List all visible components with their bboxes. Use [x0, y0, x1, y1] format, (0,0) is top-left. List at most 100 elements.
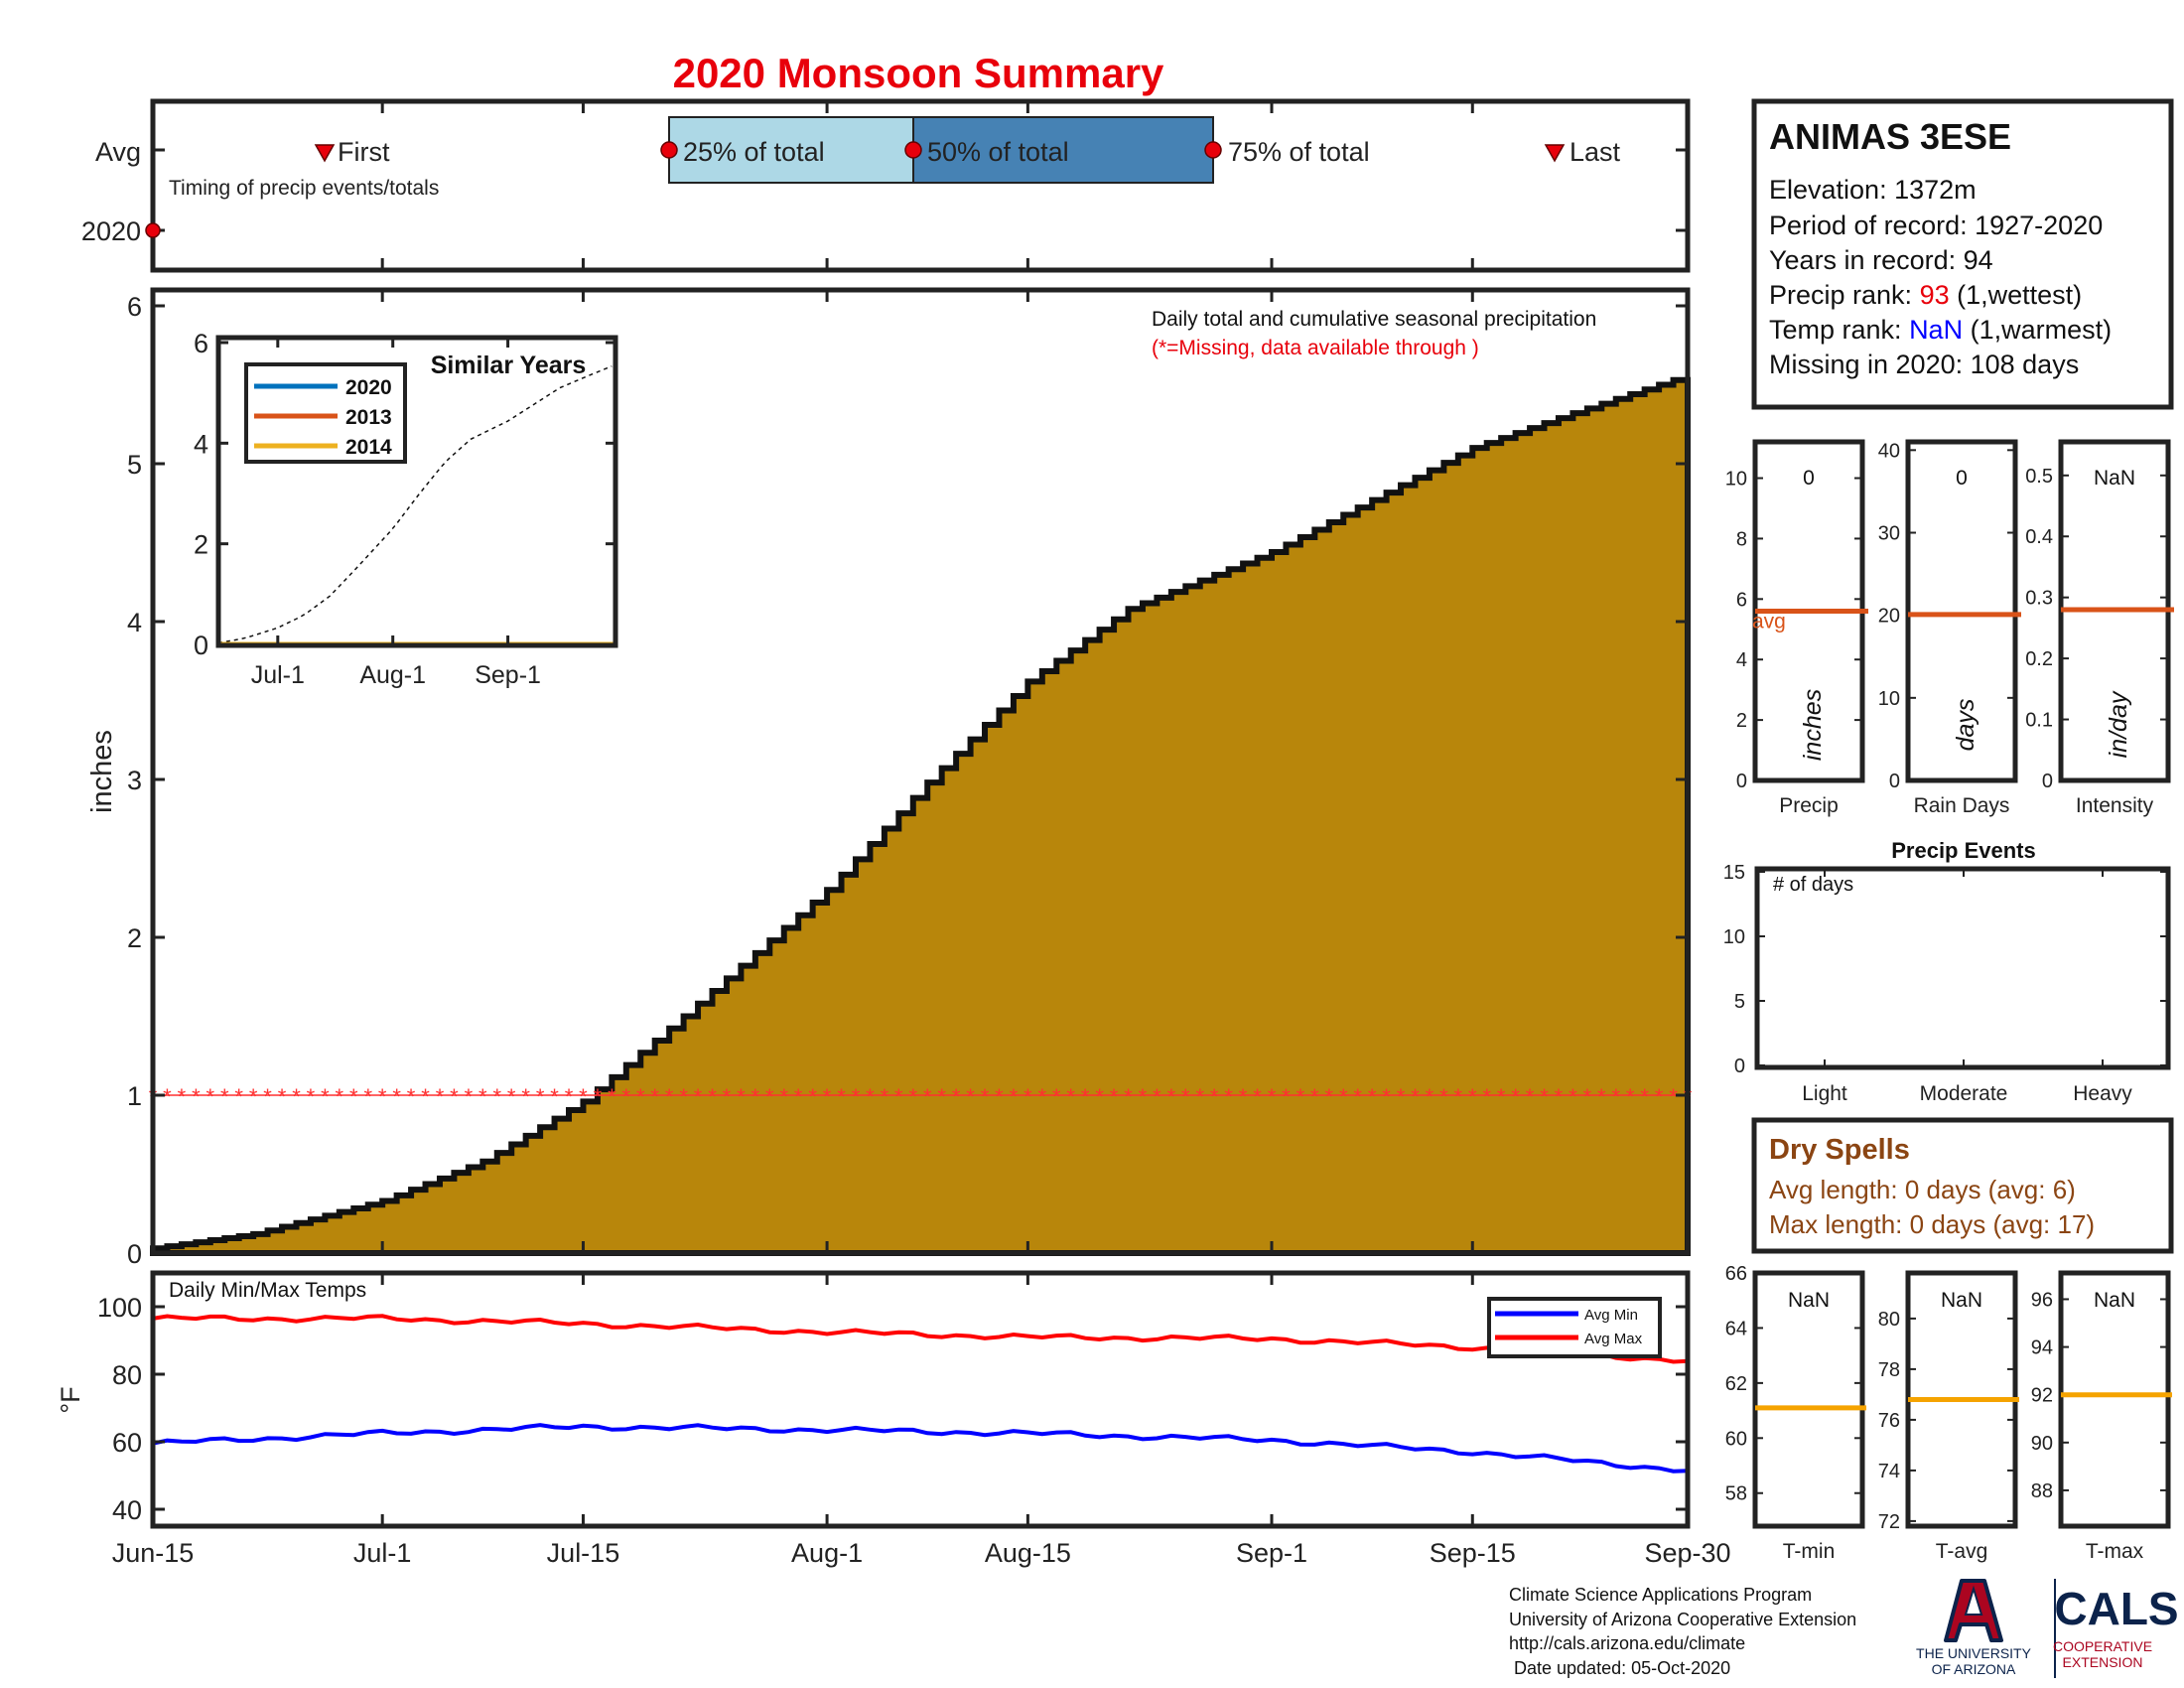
inset-legend-label: 2014 [345, 436, 392, 459]
missing-marker: * [1511, 1084, 1520, 1109]
figure-title: 2020 Monsoon Summary [673, 50, 1164, 96]
precip-events-panel: Precip Events # of days 0 5 10 15 Light Moder… [1723, 838, 2171, 1105]
missing-marker: * [1497, 1084, 1506, 1109]
footer-line3: http://cals.arizona.edu/climate [1509, 1633, 1745, 1653]
missing-marker: * [1195, 1084, 1204, 1109]
summary-ytick-label: 10 [1878, 688, 1900, 710]
missing-marker: * [1597, 1084, 1606, 1109]
dry-spells-box: Dry Spells Avg length: 0 days (avg: 6) M… [1751, 1117, 2174, 1254]
date-tick-label: Sep-30 [1644, 1538, 1730, 1568]
missing-marker: * [1368, 1084, 1377, 1109]
missing-marker: * [1066, 1084, 1075, 1109]
main-ytick-label: 3 [127, 766, 142, 795]
station-years: Years in record: 94 [1769, 245, 1993, 275]
main-y-axis: 0 1 2 3 4 5 6 [127, 292, 1688, 1269]
timing-frame [150, 98, 1691, 273]
missing-marker: * [1010, 1084, 1019, 1109]
temp-box-value: NaN [2094, 1289, 2135, 1312]
station-elevation: Elevation: 1372m [1769, 175, 1977, 205]
last-triangle-icon [1544, 144, 1566, 163]
missing-marker: * [1038, 1084, 1047, 1109]
missing-marker: * [1411, 1084, 1420, 1109]
inset-xtick-label: Jul-1 [251, 661, 305, 689]
missing-marker: * [1611, 1084, 1620, 1109]
summary-ytick-label: 0.3 [2025, 588, 2053, 610]
temp-box-label: T-min [1783, 1540, 1836, 1563]
temp-box-label: T-max [2086, 1540, 2144, 1563]
missing-marker: * [1482, 1084, 1491, 1109]
inset-axes: 0 2 4 6 Jul-1 Aug-1 Sep-1 [194, 329, 615, 689]
cumulative-precip-area [150, 376, 1691, 1256]
precip-events-frame [1754, 866, 2171, 1070]
cals-sub1: COOPERATIVE [2053, 1638, 2152, 1654]
missing-marker: * [1153, 1084, 1161, 1109]
summary-box-intensity: 0 0.1 0.2 0.3 0.4 0.5 NaN in/day Intensity [2025, 439, 2174, 817]
date-tick-label: Sep-1 [1236, 1538, 1307, 1568]
missing-marker: * [1297, 1084, 1305, 1109]
missing-marker: * [823, 1084, 832, 1109]
summary-label: Precip [1779, 794, 1839, 817]
temp-box-value: NaN [1788, 1289, 1830, 1312]
missing-marker: * [436, 1084, 445, 1109]
temp-box-ytick-label: 88 [2031, 1480, 2053, 1502]
missing-marker: * [1310, 1084, 1319, 1109]
summary-ytick-label: 0 [1736, 771, 1747, 792]
missing-marker: * [234, 1084, 243, 1109]
events-ytick-label: 5 [1734, 991, 1745, 1013]
dry-spells-avg-length: Avg length: 0 days (avg: 6) [1769, 1175, 2076, 1204]
date-tick-label: Aug-1 [791, 1538, 863, 1568]
date-tick-label: Jun-15 [112, 1538, 195, 1568]
missing-marker: * [1640, 1084, 1649, 1109]
footer: Climate Science Applications Program Uni… [1509, 1579, 2179, 1678]
main-ytick-label: 4 [127, 608, 142, 637]
summary-ytick-label: 0.1 [2025, 710, 2053, 732]
timing-ticks [151, 101, 1690, 270]
temp-box-ytick-label: 80 [1878, 1309, 1900, 1331]
summary-frame [1905, 439, 2018, 783]
summary-ytick-label: 0 [2042, 771, 2053, 792]
station-missing: Missing in 2020: 108 days [1769, 350, 2079, 379]
missing-marker: * [1325, 1084, 1334, 1109]
temp-legend [1487, 1297, 1662, 1358]
temp-box-value: NaN [1941, 1289, 1982, 1312]
station-info-box: ANIMAS 3ESE Elevation: 1372m Period of r… [1751, 98, 2174, 410]
missing-marker: * [507, 1084, 516, 1109]
temperature-summary-boxes: 58 60 62 64 66 NaN T-min 72 74 76 78 80 NaN T-avg 88 90… [1725, 1263, 2172, 1563]
temp-y-axis: 40 60 80 100 [97, 1293, 1688, 1525]
timing-p50-label: 50% of total [927, 137, 1069, 167]
timing-first-label: First [338, 137, 390, 167]
ua-line2: OF ARIZONA [1932, 1661, 2016, 1677]
main-ytick-label: 6 [127, 292, 142, 322]
summary-label: Rain Days [1914, 794, 2010, 817]
missing-marker: * [392, 1084, 401, 1109]
missing-marker: * [1526, 1084, 1535, 1109]
missing-marker: * [192, 1084, 201, 1109]
cals-sub2: EXTENSION [2063, 1654, 2143, 1670]
timing-year-label: 2020 [81, 216, 141, 246]
temp-box-frame [1752, 1270, 1865, 1529]
missing-marker: * [894, 1084, 903, 1109]
missing-marker: * [1239, 1084, 1248, 1109]
missing-marker: * [881, 1084, 889, 1109]
missing-marker: * [363, 1084, 372, 1109]
missing-marker: * [608, 1084, 616, 1109]
missing-marker: * [1210, 1084, 1219, 1109]
summary-ytick-label: 40 [1878, 440, 1900, 462]
missing-marker: * [220, 1084, 229, 1109]
missing-marker: * [1167, 1084, 1176, 1109]
inset-legend-items: 2020 2013 2014 [254, 376, 392, 459]
missing-marker: * [1439, 1084, 1448, 1109]
missing-marker: * [1626, 1084, 1635, 1109]
inset-ytick-label: 6 [194, 329, 208, 358]
main-ytick-label: 5 [127, 450, 142, 480]
events-category-label: Light [1802, 1082, 1847, 1105]
dry-spells-max-length: Max length: 0 days (avg: 17) [1769, 1209, 2095, 1239]
footer-line2: University of Arizona Cooperative Extens… [1509, 1610, 1856, 1629]
temp-ytick-label: 60 [112, 1428, 142, 1458]
summary-box-rain-days: 0 10 20 30 40 0 days Rain Days [1878, 439, 2021, 817]
missing-marker: * [679, 1084, 688, 1109]
summary-box-precip: 0 2 4 6 8 10 0 inches Precip avg [1725, 439, 1868, 817]
temp-ytick-label: 80 [112, 1360, 142, 1390]
